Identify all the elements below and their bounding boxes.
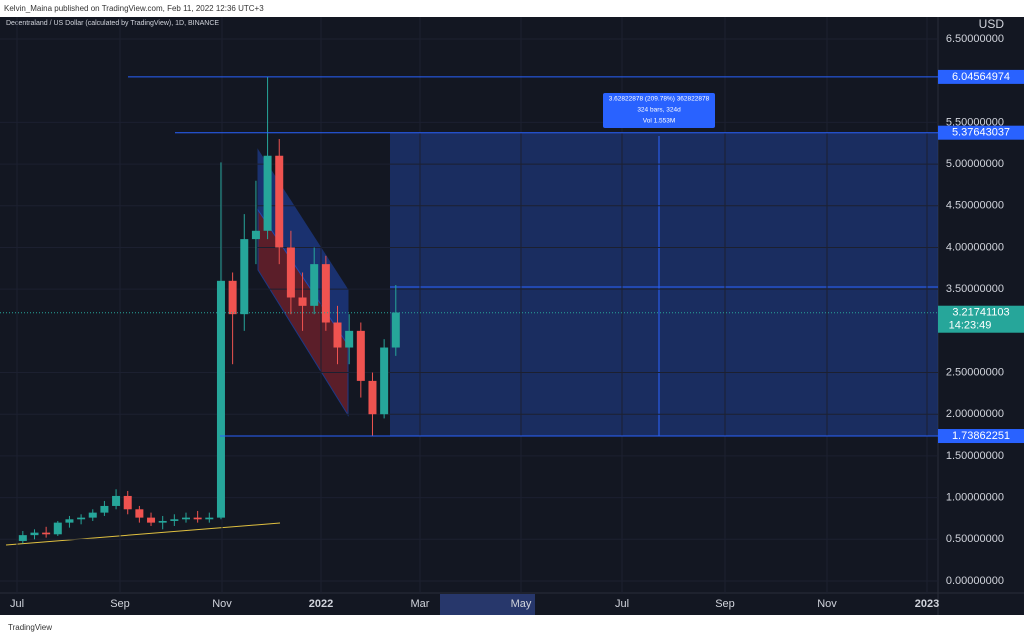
candle-body	[42, 532, 51, 535]
x-tick-label: Sep	[715, 598, 735, 610]
candle-body	[356, 330, 365, 381]
candle-body	[65, 519, 74, 523]
last-price-label: 3.21741103	[952, 307, 1009, 319]
candle-body	[112, 495, 121, 506]
candle-body	[30, 532, 39, 536]
x-tick-label: Nov	[817, 598, 837, 610]
candle-body	[240, 239, 249, 315]
price-label-bg	[938, 69, 1024, 84]
price-label: 6.04564974	[952, 71, 1010, 83]
candle-body	[368, 380, 377, 415]
candle-body	[321, 264, 330, 323]
y-tick-label: 1.00000000	[946, 492, 1004, 504]
measure-box	[603, 93, 715, 128]
y-tick-label: 0.50000000	[946, 533, 1004, 545]
candle-body	[123, 495, 132, 510]
candle-body	[53, 522, 62, 535]
x-tick-label: Jul	[615, 598, 629, 610]
chart-title: Decentraland / US Dollar (calculated by …	[6, 20, 219, 27]
header: Kelvin_Maina published on TradingView.co…	[4, 4, 264, 13]
candle-body	[100, 505, 109, 513]
candle-body	[216, 280, 225, 518]
x-tick-label: May	[511, 598, 532, 610]
candle-body	[286, 247, 295, 298]
measure-text: Vol 1.553M	[643, 118, 676, 125]
price-label: 5.37643037	[952, 127, 1010, 139]
measure-area	[390, 133, 938, 436]
x-tick-label: Nov	[212, 598, 232, 610]
currency: USD	[979, 17, 1005, 31]
trend-line	[5, 522, 281, 546]
footer: TradingView	[8, 623, 52, 632]
candle-body	[205, 517, 214, 520]
y-tick-label: 2.00000000	[946, 408, 1004, 420]
candle-body	[193, 517, 202, 520]
candle-body	[181, 517, 190, 520]
x-tick-label: 2023	[915, 598, 939, 610]
header-bar	[0, 0, 1024, 17]
x-tick-label: 2022	[309, 598, 333, 610]
measure-text: 3.62822878 (209.78%) 362822878	[609, 96, 710, 103]
measure-text: 324 bars, 324d	[637, 107, 681, 114]
candle-body	[77, 517, 86, 520]
candle-body	[147, 517, 156, 523]
countdown: 14:23:49	[949, 320, 992, 332]
y-tick-label: 6.50000000	[946, 33, 1004, 45]
y-tick-label: 5.00000000	[946, 158, 1004, 170]
x-tick-label: Jul	[10, 598, 24, 610]
last-price-bg	[938, 305, 1024, 333]
candle-body	[135, 509, 144, 518]
candle-body	[298, 297, 307, 306]
y-tick-label: 3.50000000	[946, 283, 1004, 295]
candle-body	[228, 280, 237, 315]
candle-body	[275, 155, 284, 248]
x-tick-label: Sep	[110, 598, 130, 610]
candle-body	[345, 330, 354, 348]
x-tick-label: Mar	[411, 598, 430, 610]
candle-body	[18, 535, 27, 541]
candle-body	[88, 512, 97, 518]
y-tick-label: 0.00000000	[946, 575, 1004, 587]
price-label-bg	[938, 429, 1024, 444]
candle-body	[380, 347, 389, 415]
y-tick-label: 5.50000000	[946, 116, 1004, 128]
time-range-highlight	[440, 594, 535, 615]
y-tick-label: 4.00000000	[946, 241, 1004, 253]
price-label-bg	[938, 125, 1024, 140]
candle-body	[251, 230, 260, 240]
y-tick-label: 4.50000000	[946, 200, 1004, 212]
candle-body	[310, 264, 319, 306]
candle-body	[170, 519, 179, 521]
price-label: 1.73862251	[952, 430, 1010, 442]
candle-body	[158, 520, 167, 523]
candle-body	[391, 312, 400, 348]
candle-body	[263, 155, 272, 231]
y-tick-label: 2.50000000	[946, 366, 1004, 378]
y-tick-label: 1.50000000	[946, 450, 1004, 462]
candle-body	[333, 322, 342, 348]
